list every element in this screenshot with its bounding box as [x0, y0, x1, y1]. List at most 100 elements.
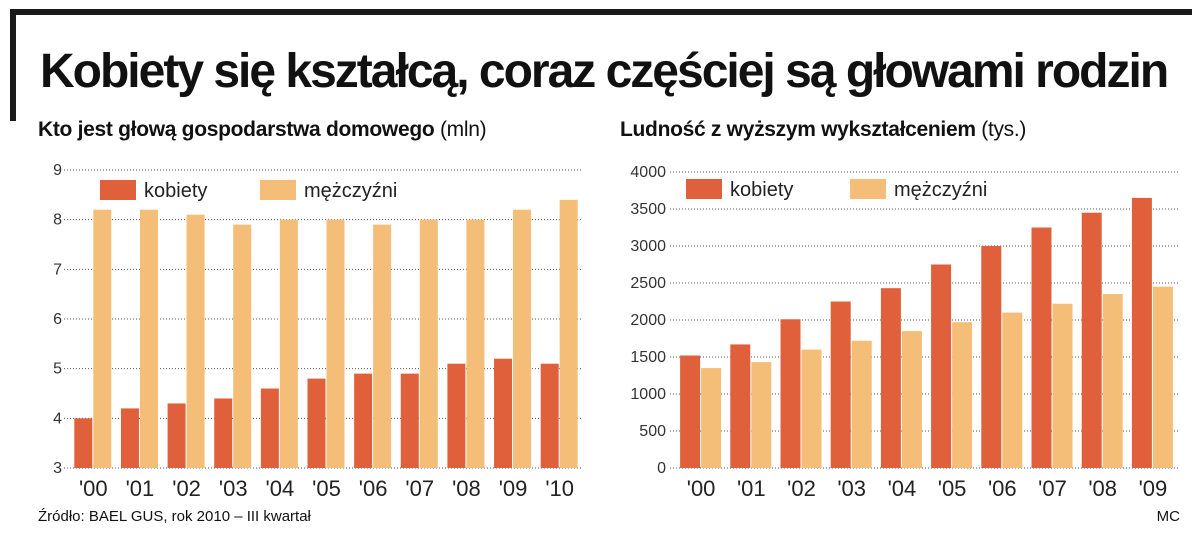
- y-tick-label: 3000: [630, 238, 666, 255]
- right-chart: 0 500 1000 1500 2000 2500 3000 3500 4000 '00 '01 '0…: [620, 150, 1180, 500]
- bar-mezczyzni: [1052, 303, 1073, 468]
- legend-swatch: [100, 180, 136, 200]
- y-tick-label: 4000: [630, 164, 666, 181]
- bar-mezczyzni: [751, 362, 772, 468]
- x-tick-label: '08: [1088, 476, 1117, 500]
- y-tick-label: 5: [53, 361, 62, 378]
- frame-left-rule: [10, 9, 16, 121]
- bar-kobiety: [1081, 212, 1102, 468]
- source-note: Źródło: BAEL GUS, rok 2010 – III kwartał: [38, 508, 311, 525]
- bar-mezczyzni: [559, 199, 578, 469]
- bar-kobiety: [830, 301, 851, 468]
- bar-mezczyzni: [233, 224, 252, 468]
- bar-mezczyzni: [93, 209, 112, 468]
- legend-label: kobiety: [144, 180, 207, 202]
- bar-mezczyzni: [419, 219, 438, 468]
- bar-mezczyzni: [1102, 294, 1123, 468]
- bar-mezczyzni: [513, 209, 532, 468]
- bar-mezczyzni: [326, 219, 345, 468]
- legend-label: kobiety: [730, 179, 793, 201]
- bar-kobiety: [680, 355, 701, 468]
- x-tick-label: '04: [266, 476, 295, 500]
- bar-kobiety: [1031, 227, 1052, 468]
- y-tick-label: 6: [53, 311, 62, 328]
- bar-mezczyzni: [701, 368, 722, 468]
- bar-mezczyzni: [186, 214, 205, 468]
- y-tick-label: 3: [53, 460, 62, 477]
- x-tick-label: '05: [312, 476, 341, 500]
- bar-kobiety: [730, 344, 751, 468]
- bar-kobiety: [981, 246, 1002, 468]
- bar-kobiety: [494, 358, 513, 468]
- x-tick-label: '02: [172, 476, 201, 500]
- bar-kobiety: [214, 398, 233, 468]
- left-chart-unit: (mln): [439, 118, 487, 141]
- y-tick-label: 2500: [630, 275, 666, 292]
- x-tick-label: '03: [837, 476, 866, 500]
- bar-mezczyzni: [466, 219, 485, 468]
- legend-swatch: [260, 180, 296, 200]
- left-chart-title-text: Kto jest głową gospodarstwa domowego: [38, 118, 435, 141]
- y-tick-label: 4: [53, 410, 62, 427]
- x-tick-label: '05: [938, 476, 967, 500]
- x-tick-label: '06: [988, 476, 1017, 500]
- infographic-title: Kobiety się kształcą, coraz częściej są …: [40, 45, 1169, 98]
- y-tick-label: 2000: [630, 312, 666, 329]
- bar-mezczyzni: [1002, 312, 1023, 468]
- x-tick-label: '04: [888, 476, 917, 500]
- bar-kobiety: [260, 388, 279, 468]
- x-tick-label: '07: [405, 476, 434, 500]
- bar-kobiety: [354, 373, 373, 468]
- author-initials: MC: [1156, 508, 1180, 525]
- bar-kobiety: [880, 288, 901, 468]
- x-tick-label: '07: [1038, 476, 1067, 500]
- bar-mezczyzni: [901, 331, 922, 468]
- x-tick-label: '10: [545, 476, 574, 500]
- bar-mezczyzni: [1152, 286, 1173, 468]
- bar-mezczyzni: [851, 340, 872, 468]
- right-chart-unit: (tys.): [981, 118, 1027, 141]
- bar-kobiety: [447, 363, 466, 468]
- bar-mezczyzni: [373, 224, 392, 468]
- x-tick-label: '00: [687, 476, 716, 500]
- y-tick-label: 7: [53, 261, 62, 278]
- y-tick-label: 1500: [630, 349, 666, 366]
- x-tick-label: '00: [79, 476, 108, 500]
- bar-mezczyzni: [801, 349, 822, 468]
- y-tick-label: 9: [53, 162, 62, 179]
- legend-label: mężczyźni: [304, 180, 397, 202]
- bar-mezczyzni: [952, 322, 973, 468]
- x-tick-label: '09: [1139, 476, 1168, 500]
- y-tick-label: 3500: [630, 201, 666, 218]
- x-tick-label: '03: [219, 476, 248, 500]
- bar-kobiety: [780, 319, 801, 468]
- y-tick-label: 1000: [630, 386, 666, 403]
- bar-mezczyzni: [279, 219, 298, 468]
- x-tick-label: '08: [452, 476, 481, 500]
- bar-kobiety: [120, 408, 139, 468]
- right-chart-title-text: Ludność z wyższym wykształceniem: [620, 118, 976, 141]
- y-tick-label: 500: [639, 423, 666, 440]
- x-tick-label: '01: [126, 476, 155, 500]
- legend-swatch: [850, 179, 886, 199]
- left-chart: 3 4 5 6 7 8 9 '00 '01 '02 '03 '04 '05 '06 '07 '08 '09 '10…: [38, 150, 588, 500]
- legend-label: mężczyźni: [894, 179, 987, 201]
- legend-swatch: [686, 179, 722, 199]
- x-tick-label: '01: [737, 476, 766, 500]
- x-tick-label: '09: [499, 476, 528, 500]
- x-tick-label: '06: [359, 476, 388, 500]
- frame-top-rule: [10, 9, 1192, 15]
- bar-kobiety: [540, 363, 559, 468]
- y-tick-label: 0: [657, 460, 666, 477]
- bar-kobiety: [1131, 197, 1152, 468]
- bar-kobiety: [307, 378, 326, 468]
- bar-mezczyzni: [139, 209, 158, 468]
- bar-kobiety: [167, 403, 186, 468]
- bar-kobiety: [74, 418, 93, 468]
- y-tick-label: 8: [53, 212, 62, 229]
- left-chart-svg: 3 4 5 6 7 8 9 '00 '01 '02 '03 '04 '05 '06 '07 '08 '09 '10…: [53, 162, 583, 500]
- left-chart-title: Kto jest głową gospodarstwa domowego (ml…: [38, 118, 487, 142]
- x-tick-label: '02: [787, 476, 816, 500]
- bar-kobiety: [400, 373, 419, 468]
- bar-kobiety: [931, 264, 952, 468]
